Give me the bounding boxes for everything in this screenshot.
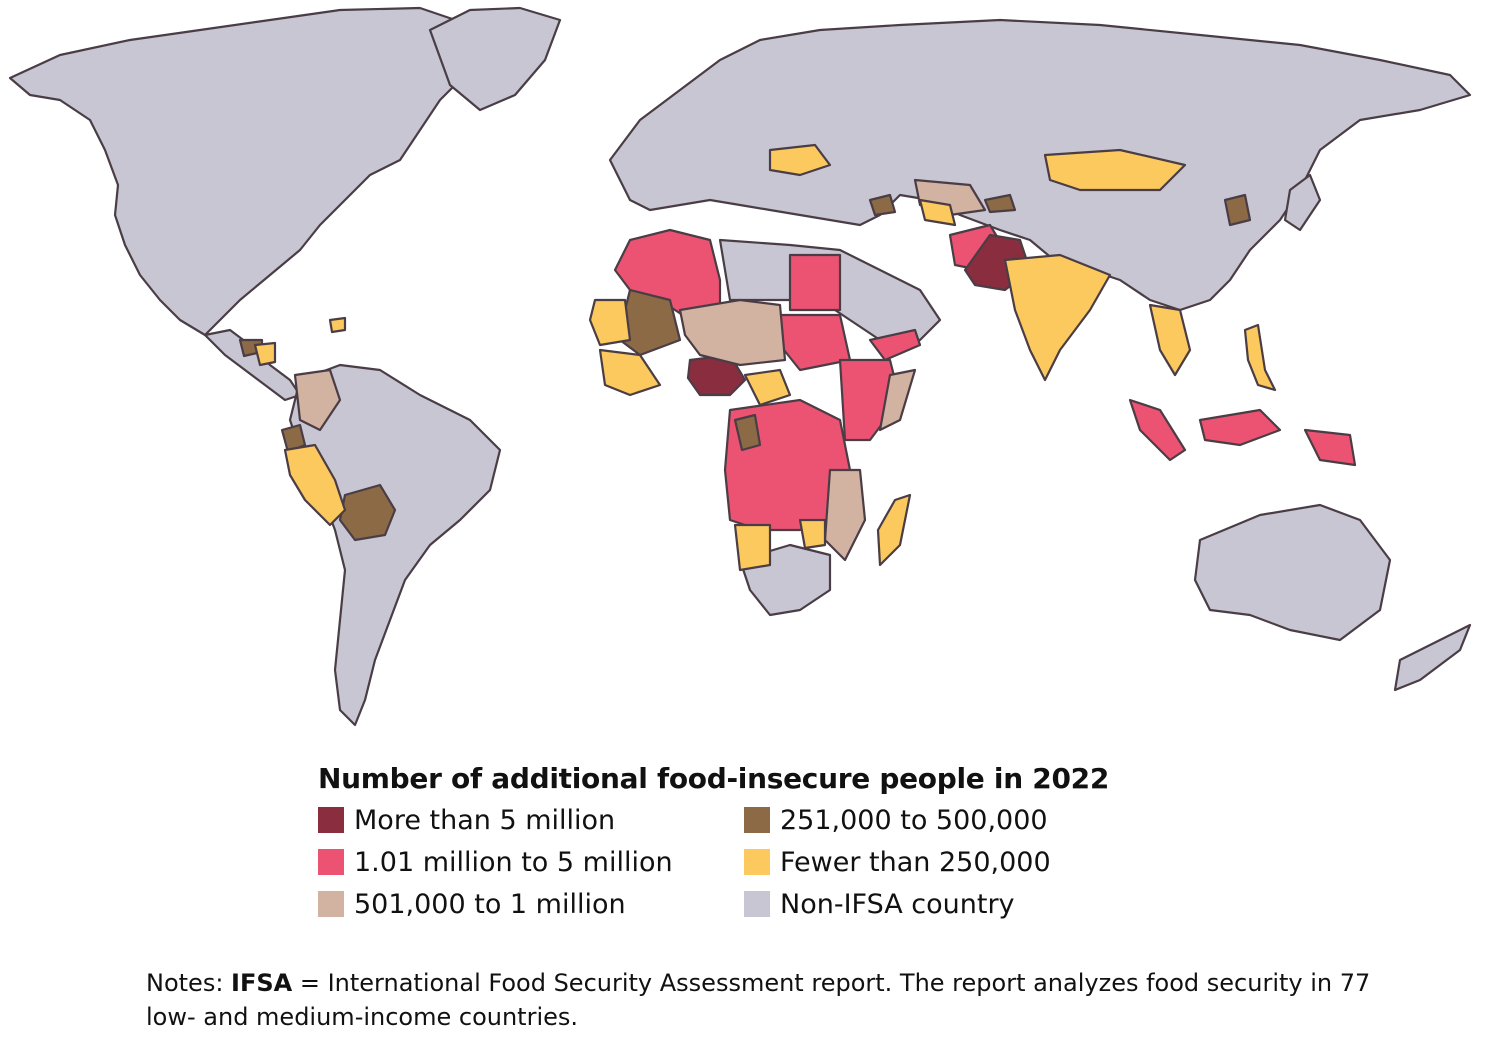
madagascar bbox=[876, 493, 912, 567]
legend-title: Number of additional food-insecure peopl… bbox=[318, 762, 1110, 795]
legend-swatch bbox=[744, 891, 770, 917]
legend-grid: More than 5 million 251,000 to 500,000 1… bbox=[318, 801, 1218, 923]
legend-item-fewer-than-250k: Fewer than 250,000 bbox=[744, 843, 1164, 881]
peru bbox=[283, 443, 347, 527]
legend-swatch bbox=[744, 807, 770, 833]
legend-label: Non-IFSA country bbox=[780, 888, 1015, 920]
legend-label: More than 5 million bbox=[354, 804, 616, 836]
legend-item-1m-5m: 1.01 million to 5 million bbox=[318, 843, 744, 881]
yemen bbox=[868, 328, 922, 362]
philippines bbox=[1243, 323, 1277, 392]
legend-label: 1.01 million to 5 million bbox=[354, 846, 673, 878]
new-zealand bbox=[1393, 623, 1472, 692]
somalia bbox=[878, 368, 917, 432]
north-korea bbox=[1223, 193, 1252, 227]
legend-label: 251,000 to 500,000 bbox=[780, 804, 1048, 836]
notes: Notes: IFSA = International Food Securit… bbox=[146, 966, 1386, 1034]
japan bbox=[1283, 173, 1322, 232]
india bbox=[1003, 253, 1112, 382]
colombia bbox=[293, 368, 342, 432]
egypt bbox=[788, 253, 842, 312]
greenland bbox=[428, 6, 562, 112]
ifsa-251k-500k bbox=[238, 193, 1252, 542]
niger-chad bbox=[678, 298, 787, 367]
legend-item-more-than-5m: More than 5 million bbox=[318, 801, 744, 839]
congo bbox=[733, 413, 762, 452]
world-map bbox=[8, 6, 1472, 727]
ifsa-1m-5m bbox=[613, 223, 1357, 532]
australia bbox=[1193, 503, 1392, 642]
map-legend: Number of additional food-insecure peopl… bbox=[318, 762, 1218, 923]
southeast-asia bbox=[1148, 303, 1192, 377]
notes-term: IFSA bbox=[231, 969, 293, 997]
ecuador bbox=[280, 423, 307, 454]
sumatra bbox=[1128, 398, 1187, 462]
legend-swatch bbox=[318, 891, 344, 917]
legend-label: Fewer than 250,000 bbox=[780, 846, 1051, 878]
zimbabwe bbox=[798, 518, 827, 550]
mali bbox=[618, 288, 682, 357]
legend-item-251k-500k: 251,000 to 500,000 bbox=[744, 801, 1164, 839]
nicaragua bbox=[253, 341, 277, 367]
caucasus bbox=[868, 193, 897, 217]
angola bbox=[733, 523, 772, 572]
haiti bbox=[328, 316, 347, 334]
ifsa-501k-1m bbox=[293, 178, 987, 562]
ifsa-under-250k bbox=[253, 143, 1277, 572]
legend-item-non-ifsa: Non-IFSA country bbox=[744, 885, 1164, 923]
mongolia bbox=[1043, 148, 1187, 192]
notes-prefix: Notes: bbox=[146, 969, 232, 997]
europe-asia bbox=[608, 18, 1472, 312]
legend-swatch bbox=[318, 849, 344, 875]
west-africa-coast bbox=[598, 348, 662, 397]
legend-swatch bbox=[744, 849, 770, 875]
notes-text: = International Food Security Assessment… bbox=[146, 969, 1371, 1031]
tanzania-mozambique bbox=[823, 468, 867, 562]
cameroon bbox=[743, 368, 792, 407]
west-africa bbox=[588, 298, 632, 347]
papua bbox=[1303, 428, 1357, 467]
ukraine bbox=[768, 143, 832, 177]
legend-label: 501,000 to 1 million bbox=[354, 888, 626, 920]
uzbekistan bbox=[918, 198, 957, 227]
legend-swatch bbox=[318, 807, 344, 833]
indonesia bbox=[1198, 408, 1282, 447]
north-america bbox=[8, 6, 502, 337]
bolivia bbox=[338, 483, 397, 542]
kyrgyz bbox=[983, 193, 1017, 214]
legend-item-501k-1m: 501,000 to 1 million bbox=[318, 885, 744, 923]
